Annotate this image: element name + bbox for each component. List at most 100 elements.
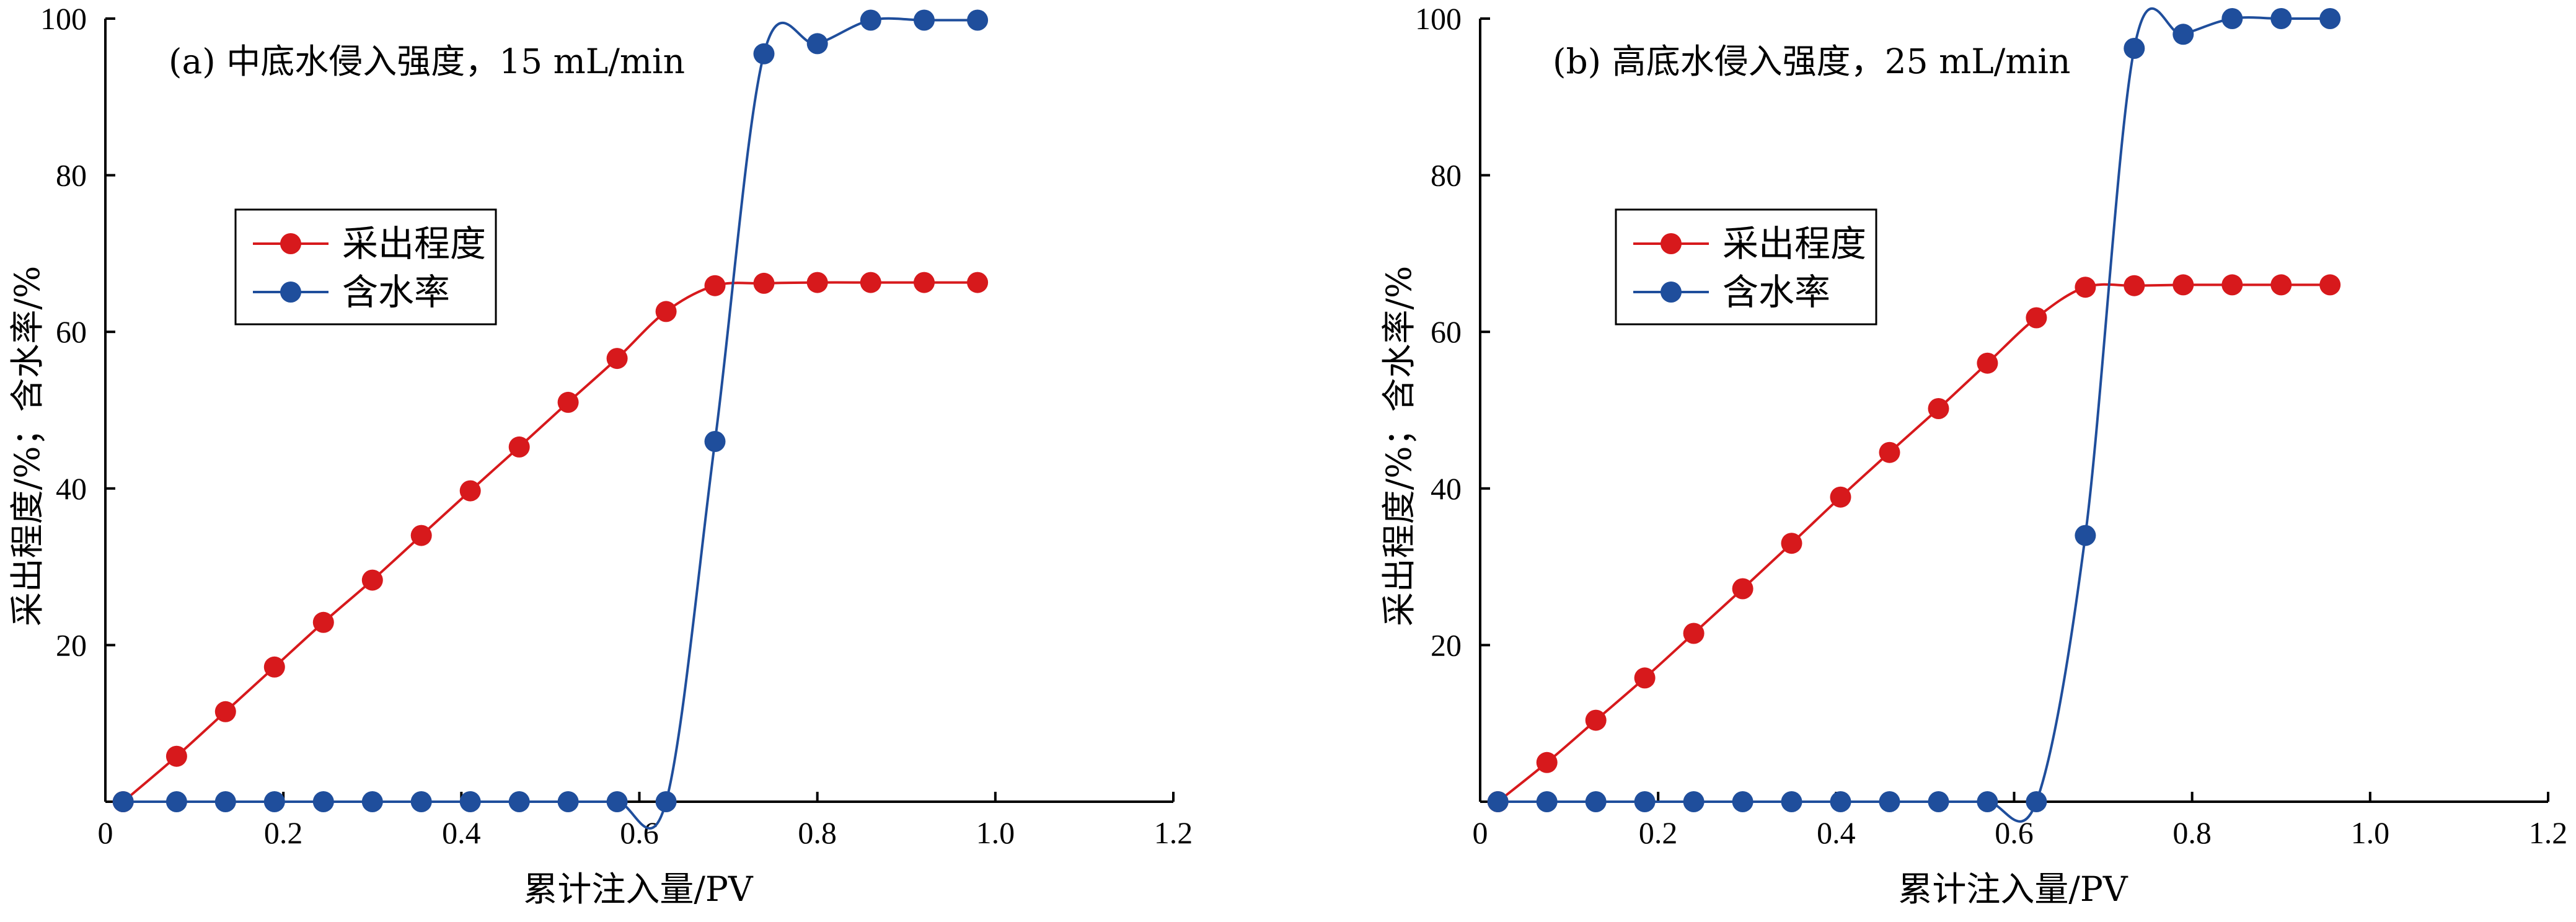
series-line xyxy=(123,17,978,830)
data-point xyxy=(806,272,828,293)
x-tick-label: 0.4 xyxy=(442,815,481,850)
panel-title: (b) 高底水侵入强度，25 mL/min xyxy=(1553,42,2070,81)
data-point xyxy=(1536,751,1558,773)
data-point xyxy=(2026,307,2047,329)
legend-label: 采出程度 xyxy=(342,223,486,265)
data-point xyxy=(1732,791,1753,812)
y-tick-label: 40 xyxy=(56,471,87,506)
data-point xyxy=(860,272,881,293)
legend-marker xyxy=(1661,281,1682,303)
data-point xyxy=(2124,275,2145,296)
y-tick-label: 40 xyxy=(1431,471,1462,506)
data-point xyxy=(655,301,677,322)
data-point xyxy=(1830,791,1851,812)
legend-box xyxy=(234,208,497,326)
x-axis-title: 累计注入量/PV xyxy=(1898,869,2128,909)
x-tick-label: 0 xyxy=(1473,815,1488,850)
data-point xyxy=(1634,667,1656,689)
data-point xyxy=(2124,38,2145,59)
data-point xyxy=(214,701,236,722)
data-point xyxy=(1683,791,1705,812)
series-recovery xyxy=(112,272,989,812)
x-tick-label: 0.6 xyxy=(1995,815,2034,850)
legend-marker xyxy=(280,281,301,303)
data-point xyxy=(2221,8,2243,29)
data-point xyxy=(1634,791,1656,812)
data-point xyxy=(2270,274,2292,296)
data-point xyxy=(459,480,481,502)
data-point xyxy=(753,43,775,64)
data-point xyxy=(914,272,935,293)
chart-panel-b: 0 0.2 0.4 0.6 0.8 1.0 1.2 20 40 60 80 100 累计注入量/PV 采出… xyxy=(1379,1,2567,909)
data-point xyxy=(704,275,726,296)
x-tick-label: 1.2 xyxy=(2529,815,2568,850)
data-point xyxy=(361,569,383,591)
legend-label: 含水率 xyxy=(342,271,450,313)
series-line xyxy=(122,281,978,803)
legend-label: 采出程度 xyxy=(1722,223,1866,265)
y-tick-label: 60 xyxy=(1431,314,1462,349)
y-axis-title: 采出程度/%；含水率/% xyxy=(1379,266,1419,627)
data-point xyxy=(1977,352,1998,374)
y-axis-title: 采出程度/%；含水率/% xyxy=(7,266,47,627)
series-line xyxy=(1498,7,2331,823)
y-tick-label: 100 xyxy=(1415,1,1462,36)
x-tick-label: 0.8 xyxy=(798,815,837,850)
x-tick-label: 0.2 xyxy=(264,815,303,850)
legend-marker xyxy=(1661,233,1682,254)
data-point xyxy=(860,9,881,31)
data-point xyxy=(2319,274,2341,296)
data-point xyxy=(1487,791,1509,812)
legend-box xyxy=(1615,208,1877,326)
x-tick-label: 0 xyxy=(98,815,113,850)
data-point xyxy=(312,611,334,633)
x-tick-label: 1.0 xyxy=(976,815,1015,850)
data-point xyxy=(1585,791,1607,812)
data-point xyxy=(459,791,481,812)
data-point xyxy=(1928,791,1949,812)
data-point xyxy=(410,525,432,546)
series-water-cut xyxy=(112,9,989,830)
series-water-cut xyxy=(1487,7,2341,823)
panel-title: (a) 中底水侵入强度，15 mL/min xyxy=(169,42,685,81)
data-point xyxy=(655,791,677,812)
data-point xyxy=(312,791,334,812)
data-point xyxy=(1928,398,1949,419)
data-point xyxy=(1683,623,1705,644)
x-tick-label: 1.0 xyxy=(2351,815,2390,850)
data-point xyxy=(914,9,935,31)
data-point xyxy=(557,391,579,413)
data-point xyxy=(1781,791,1802,812)
y-tick-label: 100 xyxy=(40,1,87,36)
y-tick-label: 60 xyxy=(56,314,87,349)
data-point xyxy=(2221,274,2243,296)
data-point xyxy=(557,791,579,812)
data-point xyxy=(2026,791,2047,812)
data-point xyxy=(753,272,775,294)
data-point xyxy=(2075,277,2096,298)
data-point xyxy=(967,272,989,293)
x-tick-label: 0.2 xyxy=(1639,815,1678,850)
data-point xyxy=(1830,486,1851,508)
data-point xyxy=(165,791,187,812)
series-line xyxy=(1497,283,2331,803)
data-point xyxy=(263,656,285,678)
data-point xyxy=(1781,533,1802,554)
data-point xyxy=(2075,525,2096,546)
y-tick-label: 20 xyxy=(56,627,87,662)
data-point xyxy=(410,791,432,812)
series-recovery xyxy=(1487,274,2341,812)
data-point xyxy=(606,348,628,370)
x-tick-label: 0.8 xyxy=(2172,815,2212,850)
data-point xyxy=(806,33,828,55)
data-point xyxy=(263,791,285,812)
data-point xyxy=(967,9,989,31)
x-axis-title: 累计注入量/PV xyxy=(523,869,754,909)
data-point xyxy=(1879,791,1900,812)
y-tick-label: 20 xyxy=(1431,627,1462,662)
data-point xyxy=(704,431,726,452)
data-point xyxy=(2172,24,2194,45)
data-point xyxy=(361,791,383,812)
